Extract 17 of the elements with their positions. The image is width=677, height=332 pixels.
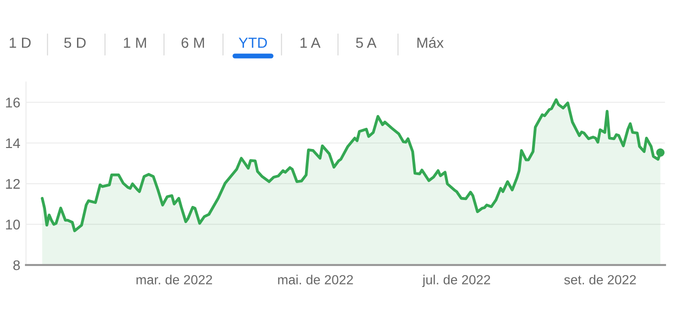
text: 1 M [124, 38, 146, 48]
y-tick-label: 10 [6, 220, 20, 230]
x-tick-label: jul. de 2022 [422, 274, 490, 288]
text: Máx [417, 37, 444, 48]
text: 5 A [356, 38, 377, 48]
y-tick-label: 12 [6, 179, 20, 189]
text: YTD [238, 38, 267, 48]
text: 6 M [182, 38, 204, 48]
text: 1 A [300, 38, 321, 48]
x-tick-label: mar. de 2022 [136, 274, 212, 284]
y-tick-label: 14 [6, 138, 20, 148]
y-tick-label: 16 [6, 98, 20, 108]
x-tick-label: mai. de 2022 [278, 274, 353, 284]
text: 5 D [64, 38, 86, 48]
text: 1 D [10, 38, 31, 48]
x-tick-label: set. de 2022 [564, 274, 636, 284]
y-tick-label: 8 [13, 260, 20, 270]
